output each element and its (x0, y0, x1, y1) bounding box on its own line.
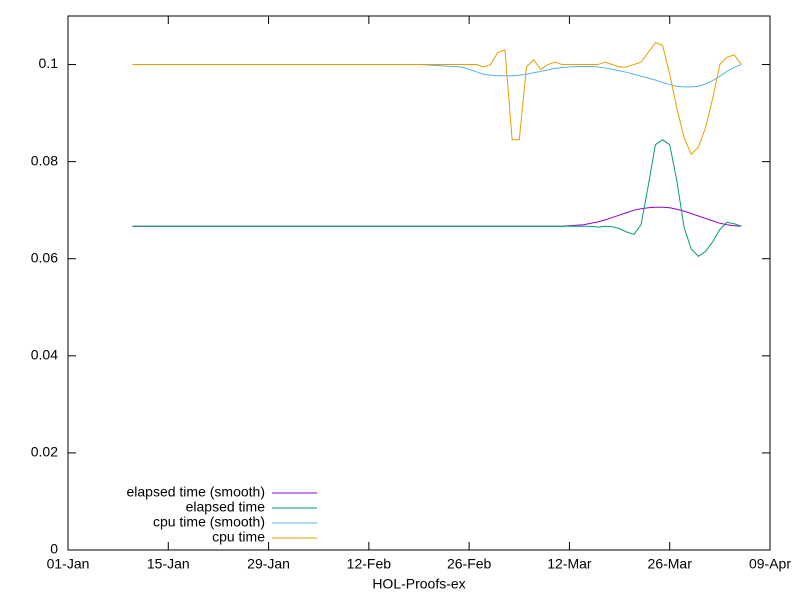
series-line (132, 139, 742, 257)
series-line (132, 206, 742, 227)
plot-border (67, 15, 771, 551)
legend-label: cpu time (212, 529, 265, 545)
legend-label: elapsed time (186, 499, 266, 515)
legend-label: elapsed time (smooth) (126, 484, 265, 500)
x-tick-label: 29-Jan (247, 556, 290, 572)
x-tick-label: 26-Mar (648, 556, 693, 572)
y-tick-label: 0.08 (31, 152, 58, 168)
series-line (132, 64, 742, 88)
legend-label: cpu time (smooth) (153, 514, 265, 530)
y-tick-label: 0.06 (31, 249, 58, 265)
x-tick-label: 12-Feb (347, 556, 392, 572)
y-tick-label: 0.04 (31, 347, 58, 363)
x-tick-label: 01-Jan (47, 556, 90, 572)
x-tick-label: 15-Jan (147, 556, 190, 572)
y-tick-label: 0 (50, 541, 58, 557)
y-tick-label: 0.02 (31, 444, 58, 460)
x-tick-label: 26-Feb (447, 556, 492, 572)
x-tick-label: 12-Mar (547, 556, 592, 572)
series-line (132, 42, 742, 156)
y-tick-label: 0.1 (39, 55, 59, 71)
x-tick-label: 09-Apr (749, 556, 791, 572)
x-axis-label: HOL-Proofs-ex (372, 576, 465, 592)
